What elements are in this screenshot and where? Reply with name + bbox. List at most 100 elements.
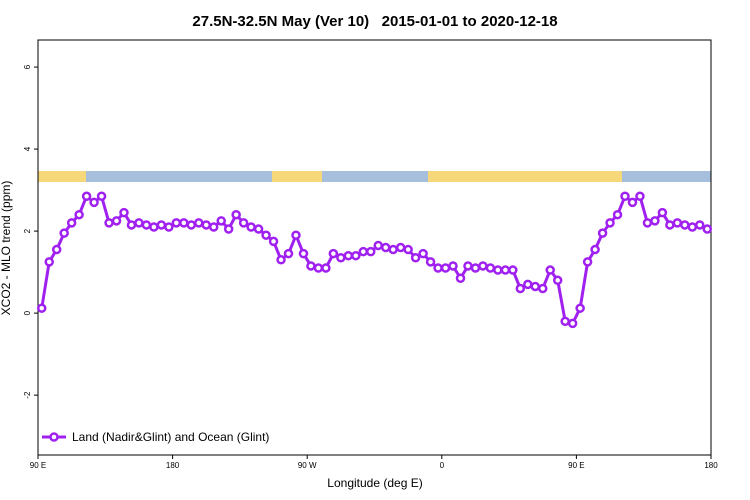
data-point: [126, 220, 137, 230]
data-point: [418, 248, 428, 259]
data-point: [635, 191, 645, 201]
data-point: [605, 218, 615, 228]
data-point: [276, 255, 286, 265]
y-axis-label: XCO2 - MLO trend (ppm): [0, 181, 13, 316]
data-point: [156, 220, 167, 230]
data-point: [238, 218, 249, 228]
data-point: [500, 265, 511, 275]
y-tick-label: -2: [23, 391, 32, 399]
data-point: [74, 209, 84, 220]
data-point: [523, 279, 533, 290]
data-point: [231, 209, 241, 220]
data-point: [179, 218, 189, 228]
data-point: [508, 265, 518, 275]
data-point: [538, 283, 548, 294]
data-point: [321, 263, 331, 273]
data-point: [194, 218, 204, 228]
data-point: [567, 318, 578, 329]
data-point: [530, 281, 541, 292]
data-point: [208, 222, 219, 232]
data-point: [253, 224, 264, 234]
data-point: [36, 303, 47, 313]
data-point: [373, 240, 383, 251]
data-point: [515, 283, 526, 294]
data-point: [89, 197, 99, 208]
data-point: [612, 209, 623, 220]
data-point: [81, 191, 92, 201]
y-tick-label: 0: [23, 310, 32, 315]
data-point: [388, 244, 398, 255]
chart-title: 27.5N-32.5N May (Ver 10) 2015-01-01 to 2…: [192, 13, 557, 30]
x-tick-label: 0: [440, 461, 445, 470]
data-point: [268, 236, 279, 247]
data-point: [642, 218, 653, 228]
data-point: [261, 230, 271, 240]
data-point: [171, 218, 182, 228]
data-point: [425, 257, 436, 267]
data-point: [366, 246, 376, 257]
data-point: [358, 246, 369, 257]
data-point: [493, 265, 503, 275]
data-point: [328, 248, 339, 259]
data-point: [44, 257, 54, 267]
data-point: [186, 220, 197, 230]
x-tick-label: 90 E: [568, 461, 584, 470]
data-point: [403, 244, 413, 255]
data-point: [313, 263, 324, 273]
x-tick-label: 90 W: [298, 461, 317, 470]
data-point: [478, 261, 488, 271]
data-point: [380, 242, 391, 253]
data-point: [672, 218, 683, 228]
data-point: [66, 218, 77, 228]
land-band: [428, 171, 622, 182]
data-point: [627, 197, 638, 208]
legend-label: Land (Nadir&Glint) and Ocean (Glint): [72, 430, 269, 444]
plot-frame: [37, 39, 712, 456]
data-point: [455, 273, 466, 284]
data-point: [201, 220, 211, 230]
data-point: [597, 228, 608, 238]
data-point: [164, 222, 174, 232]
data-point: [695, 220, 705, 230]
y-tick-label: 4: [23, 146, 32, 151]
data-point: [560, 316, 570, 327]
data-point: [575, 303, 585, 313]
legend-marker: [49, 432, 59, 442]
data-point: [687, 222, 698, 232]
x-tick-label: 180: [704, 461, 718, 470]
data-point: [351, 250, 361, 261]
data-point: [582, 257, 593, 267]
data-point: [298, 248, 309, 259]
data-point: [104, 218, 114, 228]
data-point: [680, 220, 690, 230]
data-point: [336, 253, 346, 263]
data-point: [51, 244, 62, 255]
y-tick-label: 2: [23, 228, 32, 233]
data-point: [141, 220, 152, 230]
data-point: [410, 253, 421, 263]
data-point: [590, 244, 600, 255]
data-point: [223, 224, 234, 234]
data-point: [111, 216, 122, 226]
land-ocean-strip: [38, 171, 711, 182]
data-point: [448, 261, 458, 271]
x-tick-label: 90 E: [30, 461, 46, 470]
data-point: [433, 263, 443, 273]
data-point: [216, 216, 226, 226]
data-point: [485, 263, 496, 273]
data-point: [665, 220, 675, 230]
ocean-band: [38, 171, 711, 182]
data-point: [283, 248, 294, 259]
data-point: [650, 216, 660, 226]
data-point: [306, 261, 316, 271]
data-point: [440, 263, 451, 273]
data-point: [59, 228, 69, 238]
data-point: [552, 275, 563, 286]
data-point: [463, 261, 473, 271]
data-point: [620, 191, 630, 201]
data-point: [657, 207, 668, 218]
data-point: [395, 242, 406, 253]
data-point: [149, 222, 159, 232]
data-point: [343, 250, 354, 261]
data-point: [96, 191, 107, 201]
